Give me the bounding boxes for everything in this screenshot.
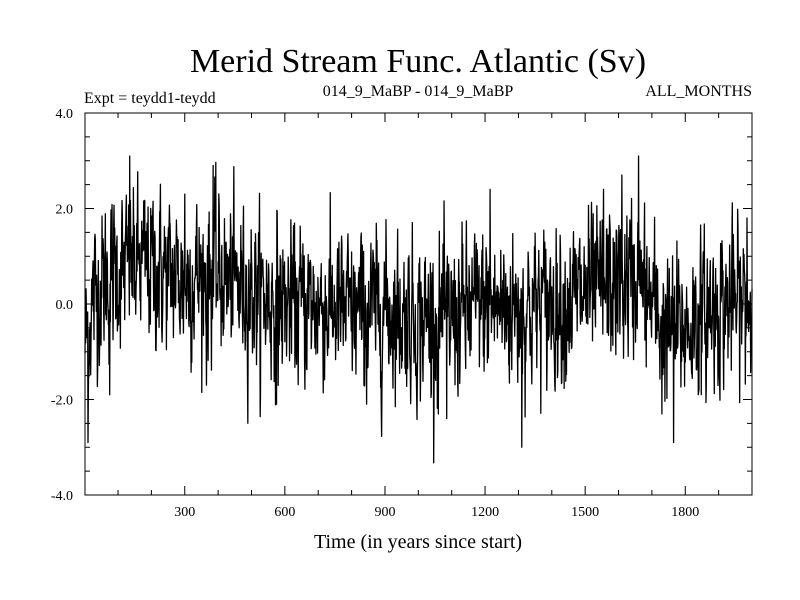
axis-layer: -4.0 -2.0 0.0 2.0 4.0 300 600 900 1200 1500 1800 <box>51 107 752 520</box>
y-tick-label: 4.0 <box>56 107 74 122</box>
x-tick-label: 1800 <box>671 505 699 520</box>
chart-title: Merid Stream Func. Atlantic (Sv) <box>190 43 646 80</box>
period-label: 014_9_MaBP - 014_9_MaBP <box>323 83 514 100</box>
x-tick-label: 600 <box>274 505 295 520</box>
x-tick-label: 1200 <box>471 505 499 520</box>
x-axis-label: Time (in years since start) <box>314 531 522 553</box>
y-tick-label: -2.0 <box>51 394 73 409</box>
x-tick-label: 900 <box>374 505 395 520</box>
data-layer <box>84 155 753 464</box>
experiment-label: Expt = teydd1-teydd <box>84 90 216 107</box>
series-line <box>84 155 753 464</box>
x-tick-label: 300 <box>174 505 195 520</box>
y-tick-label: -4.0 <box>51 489 73 504</box>
y-tick-label: 0.0 <box>56 298 74 313</box>
y-tick-label: 2.0 <box>56 203 74 218</box>
x-tick-label: 1500 <box>571 505 599 520</box>
months-label: ALL_MONTHS <box>645 83 752 100</box>
plot-frame <box>84 112 753 496</box>
